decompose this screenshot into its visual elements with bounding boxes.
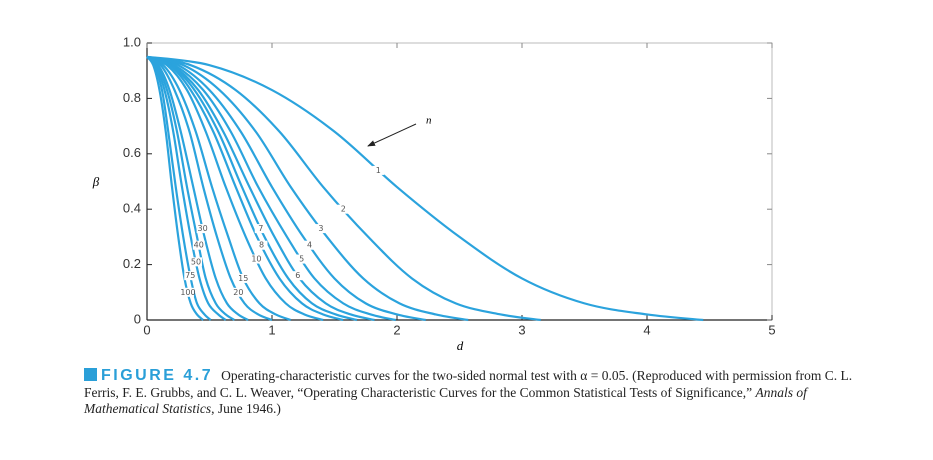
y-tick-label: 0.8: [123, 90, 141, 105]
y-tick-label: 0.2: [123, 256, 141, 271]
curve-label-bg: [250, 254, 263, 264]
curve-label: 6: [295, 271, 300, 280]
curve: [146, 55, 324, 322]
curve-label: 10: [251, 255, 261, 264]
y-tick-label: 0: [134, 311, 141, 326]
caption-label: FIGURE 4.7: [101, 367, 214, 384]
curve: [146, 55, 227, 321]
curve-label-bg: [295, 254, 308, 264]
y-tick-label: 0.6: [123, 145, 141, 160]
x-tick-label: 4: [643, 322, 650, 337]
x-tick-label: 3: [518, 322, 525, 337]
curve: [146, 55, 426, 322]
chart: d β n 00.20.40.60.81.00 1 2 3 4 5123456781015…: [92, 34, 776, 353]
x-axis-label: d: [457, 338, 464, 353]
curve: [146, 55, 344, 322]
curve-label: 1: [376, 166, 381, 175]
curve: [146, 56, 204, 321]
x-tick-label: 5: [768, 322, 775, 337]
curve-label: 100: [180, 288, 195, 297]
annotation: n: [426, 115, 432, 127]
curve-label-bg: [291, 271, 304, 281]
curve: [146, 55, 469, 322]
curve-label: 40: [194, 241, 204, 250]
curve: [146, 55, 704, 322]
curve: [146, 55, 273, 322]
curve-label-bg: [192, 240, 205, 250]
curve-label: 20: [233, 288, 243, 297]
curve-label-bg: [181, 287, 194, 297]
curve-label-bg: [372, 165, 385, 175]
curve: [146, 55, 236, 321]
curve-label-bg: [255, 240, 268, 250]
curve: [146, 55, 358, 322]
caption-journal: Annals of Mathematical Statistics: [84, 384, 807, 417]
curve-label: 7: [258, 224, 263, 233]
curve-label-bg: [237, 273, 250, 283]
curve-label-bg: [232, 287, 245, 297]
curve-label: 2: [341, 205, 346, 214]
curve: [146, 55, 249, 321]
curve-label: 75: [185, 271, 195, 280]
curve-label: 30: [198, 224, 208, 233]
caption: FIGURE 4.7 Operating-characteristic curve…: [84, 367, 854, 418]
curve-label: 15: [238, 274, 248, 283]
curve: [146, 56, 212, 321]
caption-marker: [84, 368, 97, 381]
annotation-arrow: [367, 123, 417, 147]
x-tick-label: 2: [393, 322, 400, 337]
y-tick-label: 1.0: [123, 34, 141, 49]
curve: [146, 55, 292, 322]
curve-label-bg: [184, 271, 197, 281]
caption-date: , June 1946.): [211, 401, 281, 416]
curve-label: 8: [259, 241, 264, 250]
curve-label-bg: [303, 240, 316, 250]
y-axis-label: β: [92, 174, 100, 189]
x-tick-label: 1: [268, 322, 275, 337]
curve-label-bg: [196, 224, 209, 234]
curve-label-bg: [314, 224, 327, 234]
curve-label-bg: [254, 224, 267, 234]
curve-label: 50: [191, 257, 201, 266]
curve: [146, 55, 375, 322]
curve-label-bg: [190, 257, 202, 267]
caption-text: Operating-characteristic curves for the …: [84, 368, 853, 400]
x-tick-label: 0: [143, 322, 150, 337]
curve: [146, 55, 396, 322]
y-tick-label: 0.4: [123, 201, 141, 216]
curve-label: 3: [318, 224, 323, 233]
curve-label: 4: [307, 241, 312, 250]
curve-label: 5: [299, 255, 304, 264]
curve-label-bg: [337, 204, 350, 214]
